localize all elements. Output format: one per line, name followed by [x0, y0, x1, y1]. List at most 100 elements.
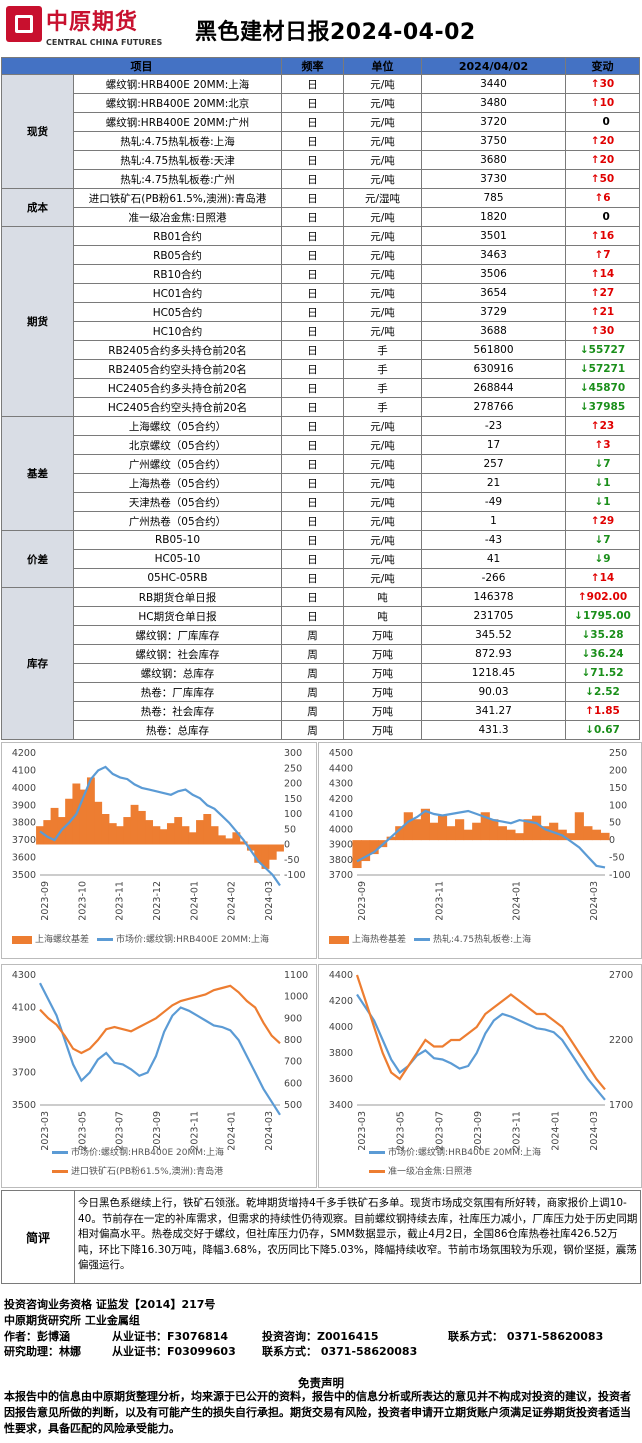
x-axis-tick: 2023-11 — [189, 1111, 200, 1151]
area-bar — [86, 777, 95, 845]
change-value: 14 — [599, 268, 615, 280]
legend-label: 市场价:螺纹钢:HRB400E 20MM:上海 — [71, 1148, 225, 1158]
change-value: 21 — [599, 306, 615, 318]
freq-cell: 日 — [281, 283, 344, 303]
unit-cell: 元/吨 — [343, 131, 422, 151]
unit-cell: 元/吨 — [343, 530, 422, 550]
x-axis-tick: 2023-11 — [434, 881, 445, 921]
category-cell: 价差 — [1, 530, 74, 588]
value-cell: -266 — [421, 568, 566, 588]
area-bar — [217, 835, 226, 845]
area-bar — [446, 826, 456, 841]
right-axis-tick: 0 — [609, 835, 615, 846]
change-cell: ↑10 — [565, 93, 640, 113]
left-axis-tick: 3900 — [12, 800, 36, 811]
unit-cell: 元/吨 — [343, 321, 422, 341]
area-bar — [455, 819, 465, 841]
area-bar — [276, 844, 284, 852]
x-axis-tick: 2024-01 — [189, 881, 200, 921]
table-row: HC10合约日元/吨 3688 ↑30 — [2, 321, 640, 341]
arrow-down-icon: ↓ — [585, 686, 594, 698]
change-value: 45870 — [588, 382, 626, 394]
table-row: 螺纹钢：总库存周万吨 1218.45 ↓71.52 — [2, 663, 640, 683]
arrow-up-icon: ↑ — [590, 135, 600, 147]
right-axis-tick: -100 — [284, 870, 306, 881]
area-bar — [591, 829, 602, 841]
right-axis-tick: 2200 — [609, 1035, 633, 1046]
freq-cell: 周 — [281, 644, 344, 664]
change-cell: ↑30 — [565, 321, 640, 341]
change-cell: ↑27 — [565, 283, 640, 303]
change-value: 10 — [599, 97, 615, 109]
area-bar — [480, 812, 490, 841]
right-axis-tick: 50 — [284, 824, 296, 835]
freq-cell: 日 — [281, 435, 344, 455]
change-value: 14 — [599, 572, 615, 584]
area-bar — [79, 789, 88, 845]
left-axis-tick: 3500 — [12, 870, 36, 881]
change-value: 27 — [599, 287, 615, 299]
legend-label: 市场价:螺纹钢:HRB400E 20MM:上海 — [116, 935, 270, 945]
freq-cell: 日 — [281, 131, 344, 151]
arrow-up-icon: ↑ — [590, 78, 600, 90]
legend-item: 上海热卷基差 — [329, 932, 406, 945]
table-row: 准一级冶金焦:日照港日元/吨 1820 0 — [2, 207, 640, 227]
legend-label: 准一级冶金焦:日照港 — [388, 1167, 473, 1177]
change-value: 57271 — [588, 363, 626, 375]
value-cell: 1820 — [421, 207, 566, 227]
item-cell: HC2405合约多头持仓前20名 — [73, 378, 282, 398]
left-axis-tick: 4500 — [329, 748, 353, 759]
header-date: 2024/04/02 — [421, 57, 566, 75]
area-bar — [188, 832, 197, 845]
table-row: 螺纹钢：厂库库存周万吨 345.52 ↓35.28 — [2, 625, 640, 645]
table-row: 热卷：总库存周万吨 431.3 ↓0.67 — [2, 720, 640, 740]
series-line — [39, 984, 281, 1055]
chart-hrc-basis: 3700 3800 3900 4000 4100 4200 4300 4400 4500 -100… — [318, 742, 642, 959]
x-axis-tick: 2023-05 — [77, 1111, 88, 1151]
freq-cell: 日 — [281, 473, 344, 493]
left-axis-tick: 4400 — [329, 970, 353, 981]
legend-item: 市场价:螺纹钢:HRB400E 20MM:上海 — [52, 1145, 224, 1158]
value-cell: 3729 — [421, 302, 566, 322]
left-axis-tick: 3800 — [329, 1048, 353, 1059]
table-row: 成本 进口铁矿石(PB粉61.5%,澳洲):青岛港日元/湿吨 785 ↑6 — [1, 188, 640, 227]
x-axis-tick: 2024-03 — [264, 1111, 275, 1151]
legend-label: 热轧:4.75热轧板卷:上海 — [433, 935, 532, 945]
freq-cell: 日 — [281, 321, 344, 341]
freq-cell: 日 — [281, 492, 344, 512]
freq-cell: 日 — [281, 340, 344, 360]
left-axis-tick: 4300 — [329, 779, 353, 790]
area-bar — [50, 807, 59, 845]
left-axis-tick: 3700 — [12, 1068, 36, 1079]
left-axis-tick: 3600 — [12, 853, 36, 864]
category-cell: 库存 — [1, 587, 74, 740]
item-cell: 北京螺纹（05合约） — [73, 435, 282, 455]
item-cell: HC01合约 — [73, 283, 282, 303]
value-cell: 231705 — [421, 606, 566, 626]
change-value: 7 — [603, 534, 611, 546]
x-axis-tick: 2023-07 — [115, 1111, 126, 1151]
author-label: 作者：彭博涵 — [4, 1330, 70, 1343]
chart-svg: 3700 3800 3900 4000 4100 4200 4300 4400 4500 -100… — [329, 748, 631, 921]
area-bar — [159, 829, 168, 845]
change-value: 0 — [602, 211, 610, 223]
change-cell: ↓55727 — [565, 340, 640, 360]
right-axis-tick: 900 — [284, 1013, 302, 1024]
left-axis-tick: 3600 — [329, 1074, 353, 1085]
change-value: 35.28 — [590, 629, 624, 641]
freq-cell: 日 — [281, 416, 344, 436]
arrow-up-icon: ↑ — [585, 705, 594, 717]
unit-cell: 元/吨 — [343, 568, 422, 588]
freq-cell: 周 — [281, 720, 344, 740]
unit-cell: 手 — [343, 359, 422, 379]
x-axis-tick: 2024-03 — [589, 881, 600, 921]
table-row: HC01合约日元/吨 3654 ↑27 — [2, 283, 640, 303]
header-item: 项目 — [1, 57, 282, 75]
chart-rebar-basis: 3500 3600 3700 3800 3900 4000 4100 4200 -100 -50 0… — [1, 742, 317, 959]
freq-cell: 日 — [281, 530, 344, 550]
area-bar — [254, 844, 263, 863]
area-bar — [210, 826, 219, 845]
area-bar — [261, 844, 270, 869]
value-cell: 872.93 — [421, 644, 566, 664]
series-line — [39, 765, 281, 887]
